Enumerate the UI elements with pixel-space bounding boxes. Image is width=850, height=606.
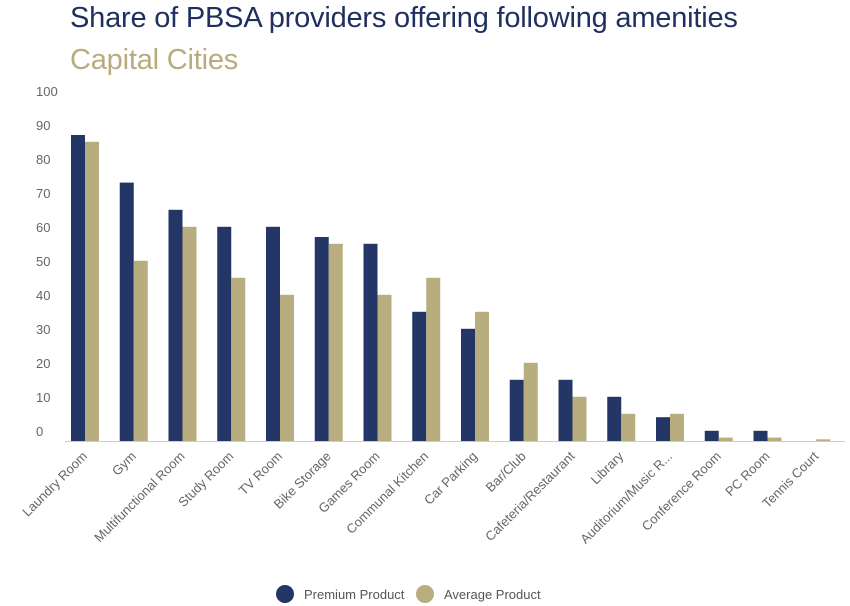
bar-average-3[interactable] — [231, 277, 246, 441]
bar-premium-12[interactable] — [656, 417, 670, 441]
y-tick-label: 90 — [36, 118, 50, 133]
bar-premium-1[interactable] — [119, 182, 134, 441]
bar-premium-2[interactable] — [168, 209, 183, 441]
bar-average-2[interactable] — [182, 226, 197, 441]
bar-average-4[interactable] — [280, 294, 294, 441]
x-tick-label: Bar/Club — [483, 449, 529, 495]
legend-swatch-premium — [276, 585, 294, 603]
x-tick-label: Gym — [109, 449, 139, 479]
bar-premium-4[interactable] — [266, 226, 280, 441]
y-tick-label: 0 — [36, 424, 43, 439]
bar-average-13[interactable] — [718, 437, 733, 441]
bar-average-12[interactable] — [670, 413, 684, 441]
legend-item-average[interactable]: Average Product — [416, 582, 541, 606]
chart-legend: Premium Product Average Product — [0, 582, 850, 606]
legend-item-premium[interactable]: Premium Product — [276, 582, 404, 606]
bar-premium-3[interactable] — [217, 226, 232, 441]
x-tick-label: TV Room — [236, 449, 285, 498]
bar-premium-0[interactable] — [71, 135, 85, 441]
y-tick-label: 50 — [36, 254, 50, 269]
x-tick-label: Multifunctional Room — [91, 449, 187, 545]
y-tick-label: 70 — [36, 186, 50, 201]
bar-average-7[interactable] — [426, 277, 441, 441]
chart-subtitle: Capital Cities — [70, 44, 239, 76]
bar-premium-10[interactable] — [558, 379, 573, 441]
y-tick-label: 100 — [36, 84, 58, 99]
x-tick-label: Cafeteria/Restaurant — [482, 448, 578, 544]
x-tick-label: Car Parking — [421, 449, 480, 508]
x-tick-label: Auditorium/Music R... — [577, 449, 675, 547]
legend-swatch-average — [416, 585, 434, 603]
bar-premium-7[interactable] — [412, 311, 427, 441]
bar-premium-9[interactable] — [509, 379, 524, 441]
bar-average-6[interactable] — [377, 294, 392, 441]
bar-average-1[interactable] — [133, 260, 148, 441]
y-tick-label: 80 — [36, 152, 50, 167]
y-tick-label: 30 — [36, 322, 50, 337]
chart-title: Share of PBSA providers offering followi… — [70, 2, 738, 34]
y-tick-label: 60 — [36, 220, 50, 235]
x-tick-label: PC Room — [722, 449, 772, 499]
bar-average-14[interactable] — [767, 437, 782, 441]
x-tick-label: Laundry Room — [19, 449, 90, 520]
bar-average-11[interactable] — [621, 413, 636, 441]
bar-average-15[interactable] — [816, 439, 831, 441]
bar-premium-14[interactable] — [753, 430, 768, 441]
bar-premium-6[interactable] — [363, 243, 378, 441]
bar-premium-8[interactable] — [461, 328, 475, 441]
legend-label-premium: Premium Product — [304, 586, 405, 602]
bar-average-0[interactable] — [85, 141, 99, 442]
bar-premium-5[interactable] — [314, 237, 329, 441]
bar-average-9[interactable] — [523, 362, 538, 441]
bar-premium-13[interactable] — [704, 430, 719, 441]
y-tick-label: 40 — [36, 288, 50, 303]
bar-average-8[interactable] — [475, 311, 489, 441]
bar-average-10[interactable] — [572, 396, 587, 441]
bar-chart: 0 10 20 30 40 50 60 70 80 90 100 Laundry Room GymMul… — [19, 84, 845, 547]
y-tick-label: 20 — [36, 356, 50, 371]
bar-average-5[interactable] — [328, 243, 343, 441]
y-tick-label: 10 — [36, 390, 50, 405]
x-tick-label: Library — [588, 448, 627, 487]
x-tick-label: Communal Kitchen — [343, 449, 431, 537]
legend-label-average: Average Product — [444, 586, 541, 602]
bar-premium-11[interactable] — [607, 396, 622, 441]
